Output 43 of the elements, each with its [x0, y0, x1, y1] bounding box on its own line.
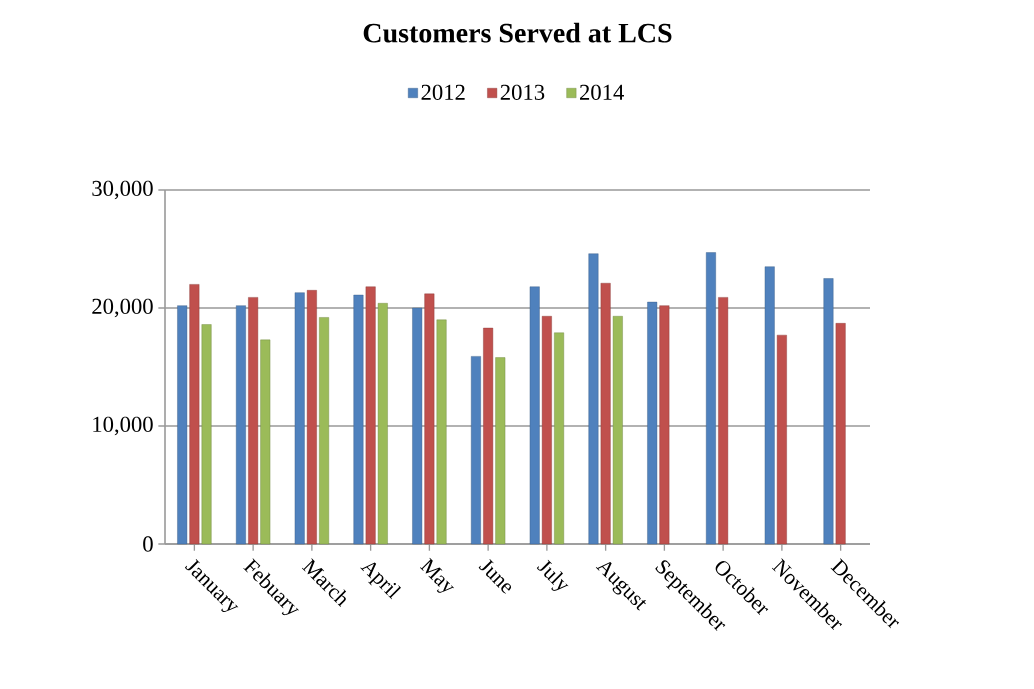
bar — [612, 316, 623, 545]
bar — [764, 266, 775, 545]
bar — [201, 324, 212, 545]
bar — [706, 252, 716, 545]
bar — [177, 305, 188, 545]
legend-label: 2012 — [421, 84, 465, 100]
bar — [529, 286, 540, 545]
bar — [412, 307, 423, 545]
bar — [248, 297, 259, 545]
bar — [647, 301, 658, 545]
bar — [823, 278, 834, 545]
chart-title: Customers Served at LCS — [363, 22, 672, 43]
bar — [541, 316, 552, 545]
bar — [365, 286, 376, 545]
legend-label: 2013 — [500, 84, 545, 100]
bar — [377, 303, 388, 545]
bar — [776, 334, 787, 545]
bar — [554, 332, 564, 545]
bar — [319, 317, 329, 545]
y-tick-label: 10,000 — [93, 416, 153, 436]
bar — [588, 253, 599, 545]
y-tick-label: 0 — [143, 536, 153, 552]
x-tick-label: May — [419, 557, 455, 593]
x-tick-label: June — [478, 559, 512, 594]
legend-label: 2014 — [580, 84, 624, 100]
bar — [659, 305, 670, 545]
bar — [353, 294, 364, 545]
bar — [495, 357, 506, 545]
y-tick-label: 20,000 — [92, 298, 153, 318]
bar — [436, 319, 447, 545]
bar — [471, 356, 481, 545]
bar — [835, 323, 846, 545]
bar — [483, 327, 494, 545]
bar — [718, 297, 729, 545]
bar — [236, 305, 246, 545]
y-tick-label: 30,000 — [92, 180, 153, 200]
bar — [600, 283, 611, 545]
bar — [189, 284, 200, 545]
bar — [424, 293, 435, 545]
bar — [260, 339, 271, 545]
bar — [306, 290, 317, 545]
x-tick-label: July — [536, 559, 569, 591]
bar — [294, 292, 305, 545]
